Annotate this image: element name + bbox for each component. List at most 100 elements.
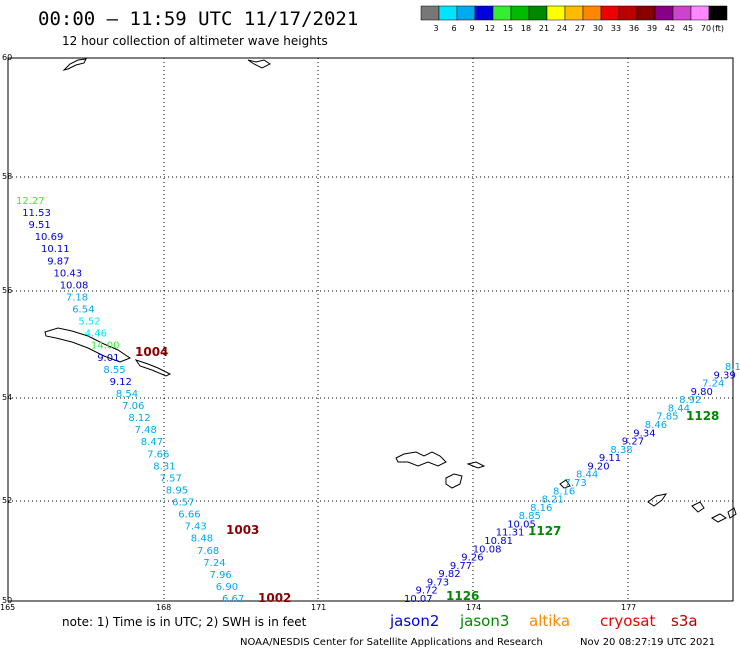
map-title: 00:00 – 11:59 UTC 11/17/2021 xyxy=(38,8,358,30)
wave-height-reading: 4.46 xyxy=(85,329,107,340)
sat-jason2: jason2 xyxy=(389,612,439,630)
lat-label: 58 xyxy=(2,172,12,181)
sat-cryosat: cryosat xyxy=(600,612,655,630)
colorbar-swatch xyxy=(654,5,674,21)
colorbar-label: 42 xyxy=(665,24,675,33)
cycle-label: 1002 xyxy=(258,591,291,605)
wave-height-reading: 6.66 xyxy=(178,510,200,521)
colorbar-swatch xyxy=(492,5,512,21)
wave-height-reading: 8.47 xyxy=(141,437,163,448)
wave-height-reading: 10.69 xyxy=(35,232,64,243)
colorbar-label: 33 xyxy=(611,24,621,33)
sat-s3a: s3a xyxy=(671,612,698,630)
colorbar-swatch xyxy=(708,5,728,21)
coastline-islet xyxy=(247,59,271,69)
wave-height-reading: 9.20 xyxy=(587,461,609,472)
colorbar-swatch xyxy=(690,5,710,21)
wave-height-reading: 8.44 xyxy=(668,403,690,414)
wave-height-reading: 5.52 xyxy=(78,317,100,328)
colorbar-label: 27 xyxy=(575,24,585,33)
wave-height-reading: 9.87 xyxy=(47,256,69,267)
wave-height-reading: 7.48 xyxy=(135,425,157,436)
coastlines xyxy=(44,58,737,523)
map-subtitle: 12 hour collection of altimeter wave hei… xyxy=(62,34,328,48)
wave-height-reading: 9.73 xyxy=(427,577,449,588)
wave-height-reading: 9.34 xyxy=(633,428,655,439)
sat-altika: altika xyxy=(529,612,570,630)
island-agattu xyxy=(445,473,463,489)
colorbar-label: 24 xyxy=(557,24,567,33)
colorbar-swatch xyxy=(456,5,476,21)
colorbar-swatch xyxy=(528,5,548,21)
graticule xyxy=(8,58,733,601)
track-jason3-east: 10.079.729.739.829.779.2610.0810.8111.31… xyxy=(404,362,740,605)
credit-line: NOAA/NESDIS Center for Satellite Applica… xyxy=(240,637,543,648)
colorbar-label: 3 xyxy=(433,24,438,33)
cycle-label: 1003 xyxy=(226,523,259,537)
island-attu xyxy=(395,451,447,467)
wave-height-reading: 8.16 xyxy=(553,486,575,497)
colorbar-label: 15 xyxy=(503,24,513,33)
wave-height-reading: 7.57 xyxy=(160,473,182,484)
colorbar-label: 12 xyxy=(485,24,495,33)
wave-height-reading: 8.21 xyxy=(542,495,564,506)
wave-height-reading: 10.11 xyxy=(41,244,70,255)
colorbar-label: 39 xyxy=(647,24,657,33)
wave-height-reading: 9.01 xyxy=(97,353,119,364)
wave-height-reading: 9.26 xyxy=(461,553,483,564)
island-semisopochnoi xyxy=(727,507,737,519)
wave-height-reading: 11.31 xyxy=(496,528,525,539)
colorbar-swatch xyxy=(474,5,494,21)
wave-height-reading: 8.95 xyxy=(166,486,188,497)
colorbar-swatch xyxy=(564,5,584,21)
wave-height-reading: 8.48 xyxy=(191,534,213,545)
wave-height-reading: 8.16 xyxy=(530,503,552,514)
wave-height-reading: 8.54 xyxy=(116,389,138,400)
wave-height-reading: 6.67 xyxy=(222,594,244,605)
island-semichi xyxy=(466,461,486,469)
lat-label: 50 xyxy=(2,596,12,605)
colorbar-label: 36 xyxy=(629,24,639,33)
colorbar-swatch xyxy=(420,5,440,21)
colorbar-swatch xyxy=(600,5,620,21)
wave-height-reading: 10.08 xyxy=(60,280,89,291)
colorbar-swatch xyxy=(636,5,656,21)
wave-height-reading: 11.53 xyxy=(22,208,51,219)
wave-height-reading: 7.18 xyxy=(66,293,88,304)
wave-height-reading: 7.85 xyxy=(656,412,678,423)
cycle-label: 1126 xyxy=(446,589,479,603)
colorbar-swatch xyxy=(618,5,638,21)
sat-jason3: jason3 xyxy=(459,612,509,630)
colorbar-label: 70 xyxy=(701,24,711,33)
wave-height-reading: 9.80 xyxy=(691,387,713,398)
timestamp: Nov 20 08:27:19 UTC 2021 xyxy=(580,637,715,648)
colorbar-label: (ft) xyxy=(712,24,724,33)
wave-height-reading: 7.66 xyxy=(147,449,169,460)
wave-height-reading: 9.12 xyxy=(110,377,132,388)
wave-height-reading: 8.46 xyxy=(645,420,667,431)
lon-label: 177 xyxy=(621,603,636,612)
wave-height-reading: 9.27 xyxy=(622,437,644,448)
wave-height-reading: 8.85 xyxy=(519,511,541,522)
wave-height-reading: 8.55 xyxy=(103,365,125,376)
lat-label: 60 xyxy=(2,53,12,62)
cycle-label: 1004 xyxy=(135,345,168,359)
cycle-label: 1128 xyxy=(686,409,719,423)
wave-height-reading: 8.92 xyxy=(679,395,701,406)
cycle-label: 1127 xyxy=(528,524,561,538)
wave-height-reading: 7.68 xyxy=(197,546,219,557)
wave-height-reading: 6.90 xyxy=(216,582,238,593)
colorbar-swatch xyxy=(438,5,458,21)
wave-height-reading: 10.08 xyxy=(473,544,502,555)
island-amchitka xyxy=(711,513,727,523)
lat-label: 56 xyxy=(2,286,12,295)
wave-height-reading: 10.81 xyxy=(484,536,513,547)
colorbar-swatch xyxy=(546,5,566,21)
lat-label: 54 xyxy=(2,393,12,402)
wave-height-reading: 14.00 xyxy=(91,341,120,352)
wave-height-reading: 9.11 xyxy=(599,453,621,464)
lon-label: 165 xyxy=(0,603,15,612)
wave-height-reading: 8.1 xyxy=(725,362,740,373)
lon-label: 174 xyxy=(466,603,481,612)
